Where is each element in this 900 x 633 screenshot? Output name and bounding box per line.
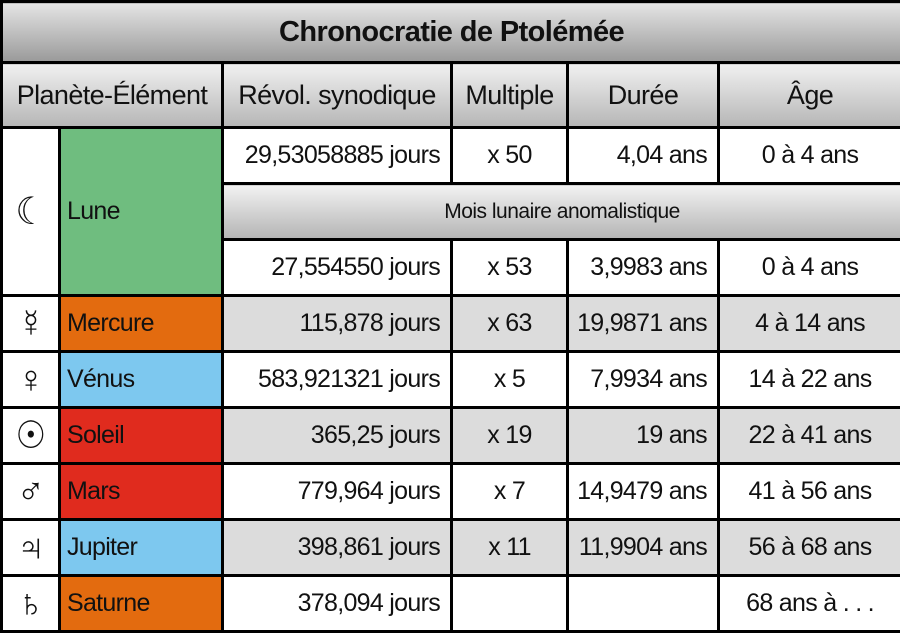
duration-cell: 7,9934 ans [568, 352, 719, 408]
table-row: ☾ Lune 29,53058885 jours x 50 4,04 ans 0… [2, 128, 900, 184]
table-row: ♃ Jupiter 398,861 jours x 11 11,9904 ans… [2, 520, 900, 576]
multiple-cell: x 53 [452, 240, 568, 296]
moon-icon: ☾ [2, 128, 60, 296]
multiple-cell [452, 576, 568, 632]
header-multiple: Multiple [452, 63, 568, 128]
duration-cell: 4,04 ans [568, 128, 719, 184]
age-cell: 4 à 14 ans [719, 296, 900, 352]
planet-name-mars: Mars [60, 464, 223, 520]
table-row: ♄ Saturne 378,094 jours 68 ans à . . . [2, 576, 900, 632]
revolution-cell: 115,878 jours [223, 296, 452, 352]
duration-cell: 3,9983 ans [568, 240, 719, 296]
age-cell: 68 ans à . . . [719, 576, 900, 632]
revolution-cell: 779,964 jours [223, 464, 452, 520]
age-cell: 0 à 4 ans [719, 128, 900, 184]
revolution-cell: 398,861 jours [223, 520, 452, 576]
planet-name-soleil: Soleil [60, 408, 223, 464]
mercury-icon: ☿ [2, 296, 60, 352]
revolution-cell: 29,53058885 jours [223, 128, 452, 184]
table-row: ☉ Soleil 365,25 jours x 19 19 ans 22 à 4… [2, 408, 900, 464]
jupiter-icon: ♃ [2, 520, 60, 576]
revolution-cell: 27,554550 jours [223, 240, 452, 296]
multiple-cell: x 11 [452, 520, 568, 576]
revolution-cell: 378,094 jours [223, 576, 452, 632]
header-revolution: Révol. synodique [223, 63, 452, 128]
revolution-cell: 583,921321 jours [223, 352, 452, 408]
multiple-cell: x 7 [452, 464, 568, 520]
multiple-cell: x 50 [452, 128, 568, 184]
planet-name-jupiter: Jupiter [60, 520, 223, 576]
duration-cell: 14,9479 ans [568, 464, 719, 520]
header-duration: Durée [568, 63, 719, 128]
duration-cell: 19 ans [568, 408, 719, 464]
table-row: ♀ Vénus 583,921321 jours x 5 7,9934 ans … [2, 352, 900, 408]
multiple-cell: x 19 [452, 408, 568, 464]
duration-cell: 11,9904 ans [568, 520, 719, 576]
table-title: Chronocratie de Ptolémée [2, 2, 900, 63]
duration-cell: 19,9871 ans [568, 296, 719, 352]
table-row: ♂ Mars 779,964 jours x 7 14,9479 ans 41 … [2, 464, 900, 520]
venus-icon: ♀ [2, 352, 60, 408]
multiple-cell: x 5 [452, 352, 568, 408]
planet-name-mercure: Mercure [60, 296, 223, 352]
age-cell: 22 à 41 ans [719, 408, 900, 464]
multiple-cell: x 63 [452, 296, 568, 352]
table-row: ☿ Mercure 115,878 jours x 63 19,9871 ans… [2, 296, 900, 352]
revolution-cell: 365,25 jours [223, 408, 452, 464]
mars-icon: ♂ [2, 464, 60, 520]
header-age: Âge [719, 63, 900, 128]
age-cell: 14 à 22 ans [719, 352, 900, 408]
planet-name-venus: Vénus [60, 352, 223, 408]
duration-cell [568, 576, 719, 632]
age-cell: 0 à 4 ans [719, 240, 900, 296]
planet-name-lune: Lune [60, 128, 223, 296]
planet-name-saturne: Saturne [60, 576, 223, 632]
header-planet-element: Planète-Élément [2, 63, 223, 128]
anomalistic-month-subheader: Mois lunaire anomalistique [223, 184, 900, 240]
sun-icon: ☉ [2, 408, 60, 464]
age-cell: 56 à 68 ans [719, 520, 900, 576]
age-cell: 41 à 56 ans [719, 464, 900, 520]
saturn-icon: ♄ [2, 576, 60, 632]
